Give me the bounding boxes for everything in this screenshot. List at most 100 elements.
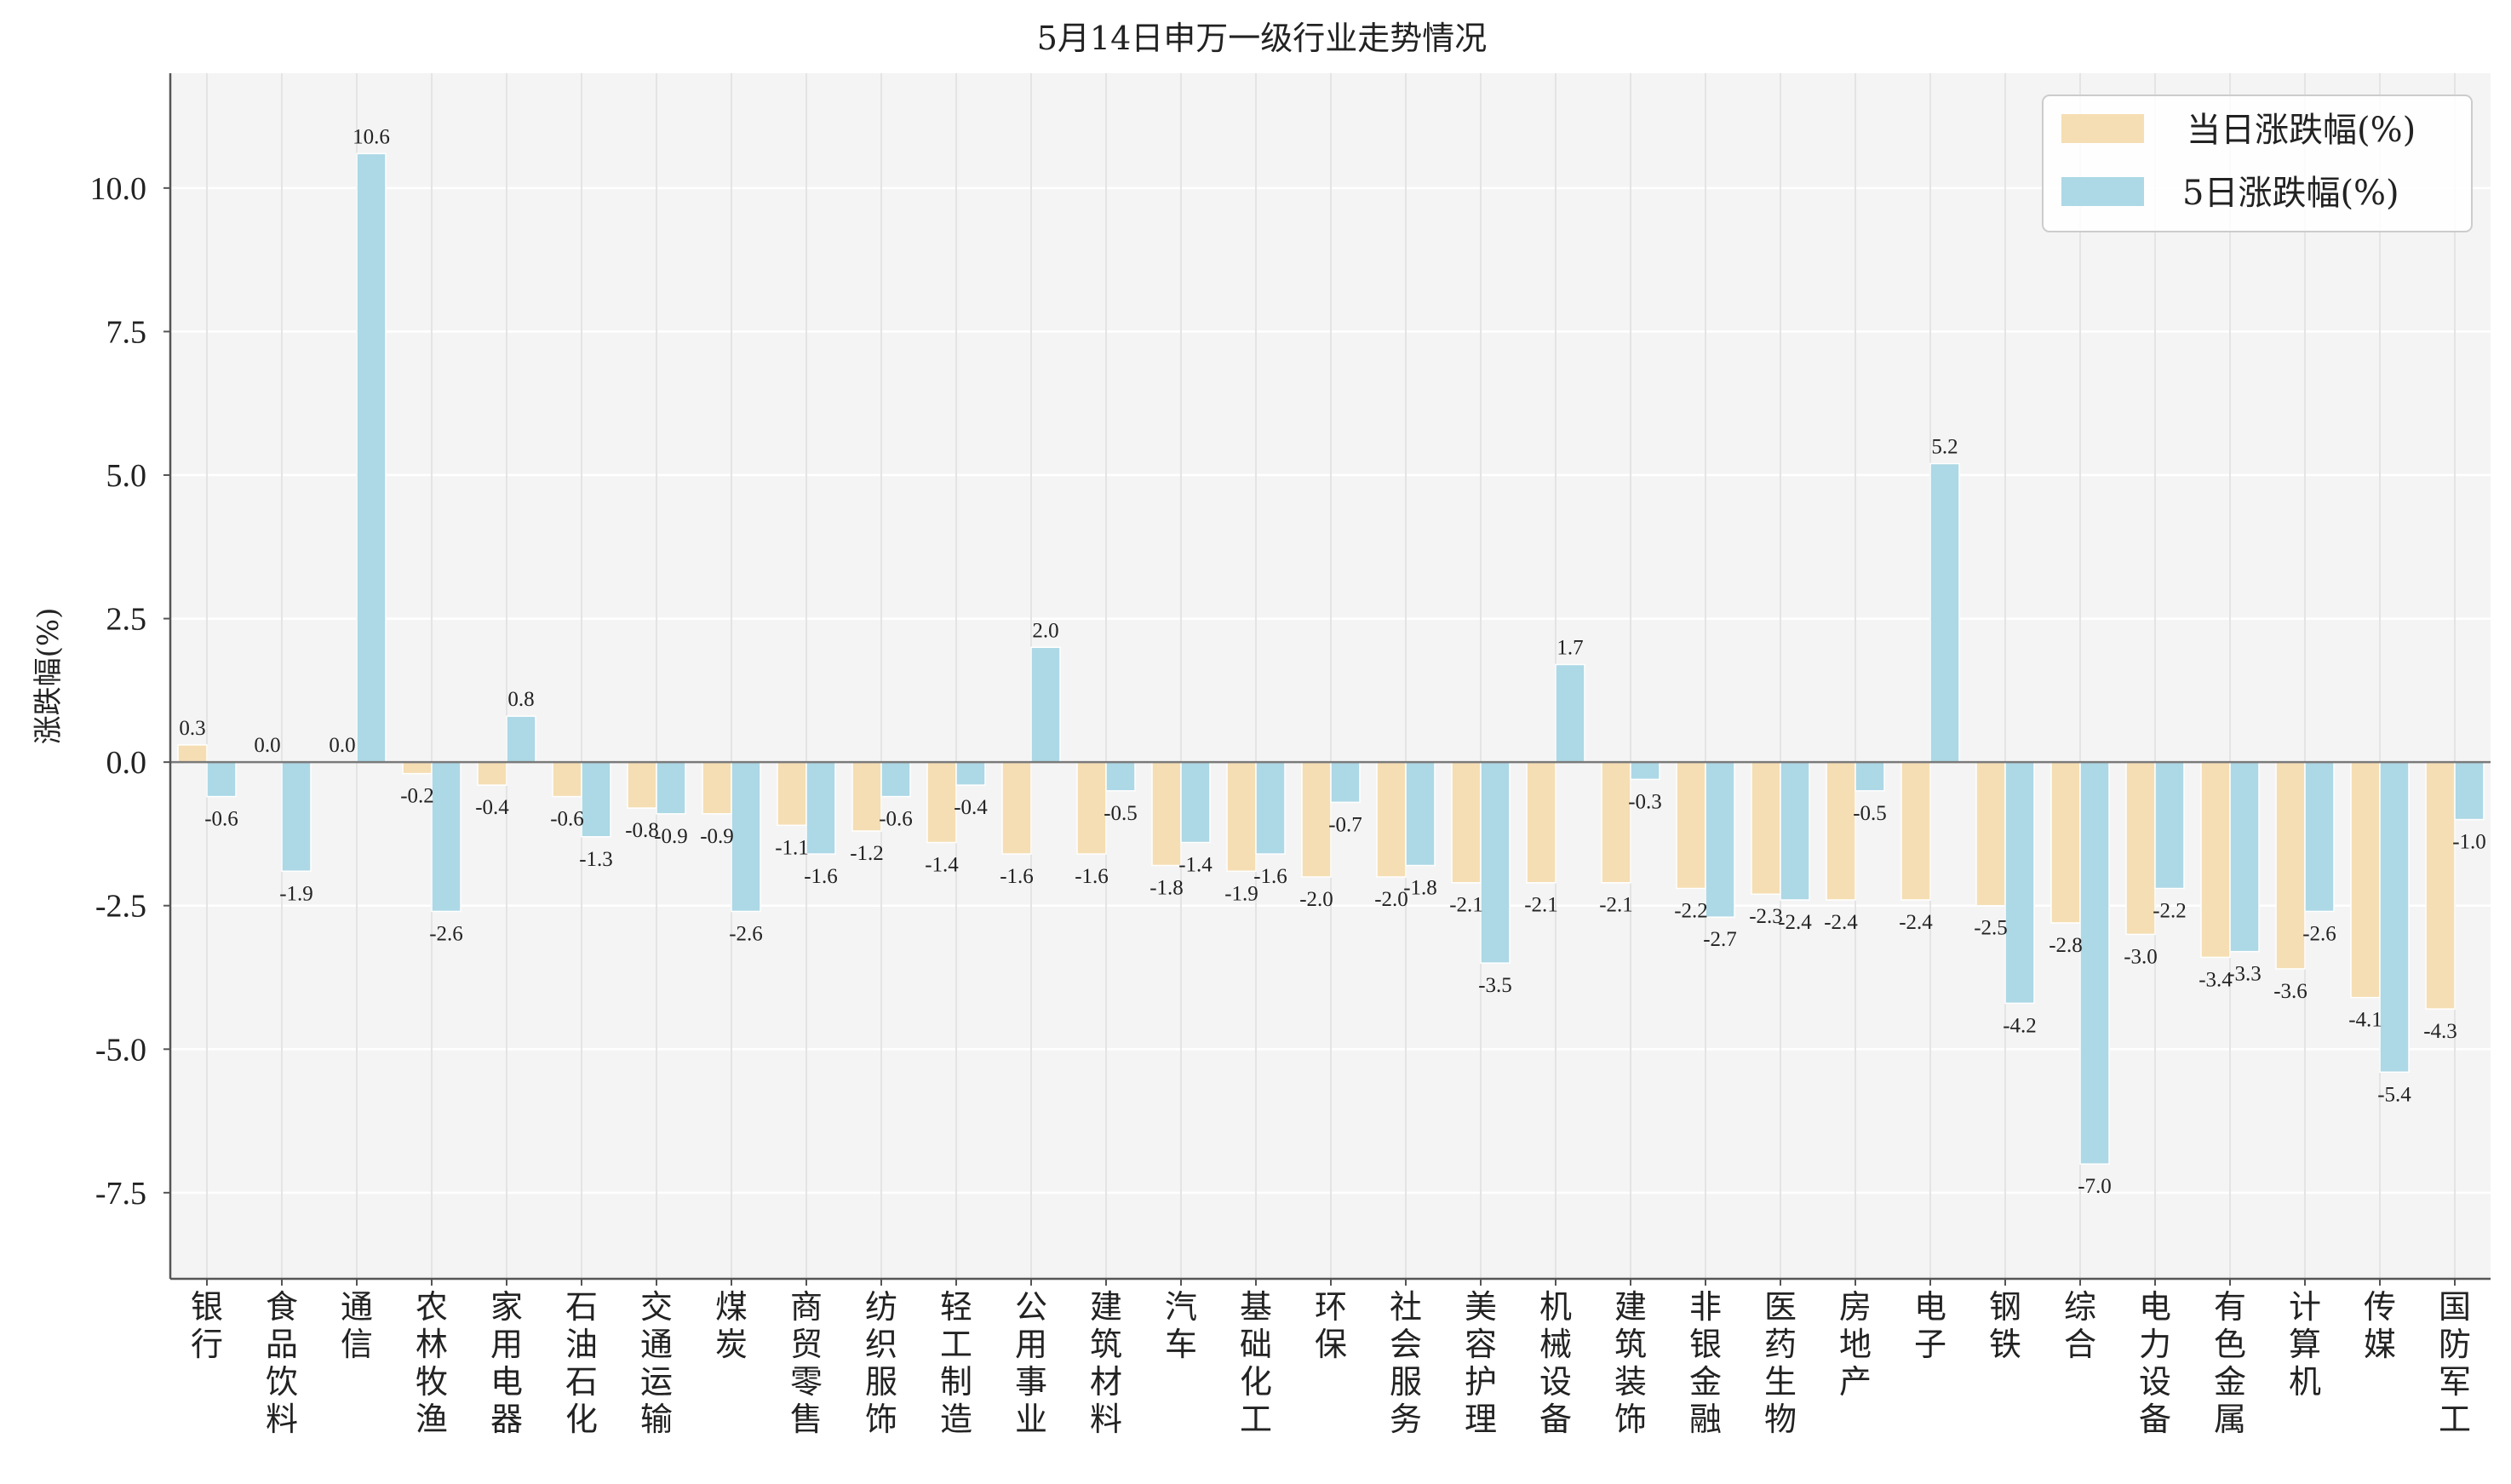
bar-5day bbox=[2304, 761, 2335, 913]
value-label-daily: -3.6 bbox=[2273, 980, 2307, 1003]
value-label-daily: -3.4 bbox=[2199, 968, 2233, 991]
x-axis-category-labels: 银行 食品饮料 通信 农林牧渔 家用电器 石油石化 交通运输 煤炭 商贸零售 纺织服饰 轻工制造 公用… bbox=[191, 1279, 2471, 1438]
y-tick-label: -7.5 bbox=[95, 1176, 146, 1212]
bar-5day bbox=[281, 761, 312, 873]
bar-daily bbox=[1001, 761, 1032, 855]
x-tick-label: 家用电器 bbox=[490, 1288, 523, 1438]
y-tick-label: 0.0 bbox=[106, 745, 147, 781]
value-labels: 0.30.0 0.0-0.2 -0.4 -0.6 -0.8 -0.9 -1.1 -1.2 -1.… bbox=[179, 125, 2485, 1198]
x-tick-label: 食品饮料 bbox=[266, 1288, 298, 1438]
value-label-5day: -0.6 bbox=[879, 808, 913, 831]
value-label-5day: -2.6 bbox=[2302, 922, 2336, 945]
bar-daily bbox=[1376, 761, 1407, 878]
bar-5day bbox=[1330, 761, 1361, 804]
x-tick-label: 医药生物 bbox=[1764, 1288, 1797, 1438]
bar-daily bbox=[552, 761, 582, 798]
bar-5day bbox=[1555, 663, 1585, 763]
value-label-daily: -1.6 bbox=[1000, 865, 1034, 888]
x-tick-label: 汽车 bbox=[1165, 1288, 1197, 1363]
bar-5day bbox=[1630, 761, 1660, 781]
bar-5day bbox=[1480, 761, 1511, 964]
bar-daily bbox=[2425, 761, 2456, 1010]
legend-label-5day: 5日涨跌幅(%) bbox=[2182, 174, 2399, 213]
bar-5day bbox=[2379, 761, 2410, 1074]
value-label-5day: -1.8 bbox=[1403, 877, 1437, 900]
value-label-5day: -2.6 bbox=[729, 922, 763, 945]
value-label-daily: -1.8 bbox=[1149, 877, 1184, 900]
bar-daily bbox=[477, 761, 507, 786]
bar-5day bbox=[731, 761, 761, 913]
x-tick-label: 煤炭 bbox=[715, 1288, 748, 1363]
value-label-daily: -0.9 bbox=[700, 825, 734, 848]
grid-lines bbox=[170, 73, 2491, 1279]
x-tick-label: 环保 bbox=[1315, 1288, 1347, 1363]
value-label-5day: -2.4 bbox=[1778, 911, 1812, 934]
bar-daily bbox=[851, 761, 882, 832]
bar-5day bbox=[1105, 761, 1136, 792]
value-label-daily: -2.2 bbox=[1674, 899, 1708, 922]
x-tick-label: 国防军工 bbox=[2439, 1288, 2471, 1438]
bar-daily bbox=[2200, 761, 2231, 959]
value-label-5day: 1.7 bbox=[1556, 637, 1583, 660]
value-label-daily: -2.1 bbox=[1449, 894, 1483, 917]
value-label-daily: -0.2 bbox=[400, 785, 434, 808]
bar-daily bbox=[1751, 761, 1781, 895]
value-label-5day: -0.6 bbox=[204, 808, 238, 831]
bar-5day bbox=[1855, 761, 1885, 792]
value-label-5day: 10.6 bbox=[353, 125, 390, 148]
x-tick-label: 建筑材料 bbox=[1090, 1288, 1122, 1438]
value-label-daily: -0.4 bbox=[475, 796, 509, 819]
bar-daily bbox=[402, 761, 433, 775]
x-tick-label: 建筑装饰 bbox=[1614, 1288, 1647, 1438]
value-label-5day: -1.0 bbox=[2452, 831, 2486, 854]
x-tick-label: 轻工制造 bbox=[940, 1288, 972, 1438]
bar-5day bbox=[1780, 761, 1810, 901]
bar-5day bbox=[1180, 761, 1211, 844]
x-tick-label: 纺织服饰 bbox=[865, 1288, 897, 1438]
x-tick-label: 机械设备 bbox=[1539, 1288, 1572, 1438]
value-label-5day: -0.5 bbox=[1104, 802, 1138, 825]
value-label-daily: -2.1 bbox=[1524, 894, 1558, 917]
bar-5day bbox=[2229, 761, 2260, 953]
value-label-5day: -0.4 bbox=[954, 796, 988, 819]
bar-5day bbox=[356, 152, 387, 763]
x-tick-label: 通信 bbox=[341, 1288, 373, 1363]
y-axis-label: 涨跌幅(%) bbox=[32, 608, 66, 745]
bar-5day bbox=[1705, 761, 1735, 918]
y-tick-label: 10.0 bbox=[90, 171, 147, 207]
y-tick-label: -2.5 bbox=[95, 889, 146, 925]
bars bbox=[177, 152, 2485, 1165]
chart-title: 5月14日申万一级行业走势情况 bbox=[1037, 20, 1488, 57]
bar-daily bbox=[702, 761, 732, 815]
bar-5day bbox=[1405, 761, 1436, 867]
value-label-daily: -2.4 bbox=[1824, 911, 1858, 934]
y-tick-label: 5.0 bbox=[106, 458, 147, 494]
legend-box bbox=[2042, 95, 2473, 232]
x-tick-label: 农林牧渔 bbox=[416, 1288, 448, 1438]
value-label-daily: -2.5 bbox=[1974, 917, 2008, 940]
x-tick-label: 钢铁 bbox=[1989, 1288, 2021, 1363]
value-label-daily: 0.3 bbox=[179, 717, 205, 740]
value-label-daily: 0.0 bbox=[254, 734, 280, 757]
value-label-daily: 0.0 bbox=[329, 734, 355, 757]
value-label-5day: -2.7 bbox=[1703, 928, 1737, 951]
value-label-5day: 5.2 bbox=[1931, 436, 1958, 459]
value-label-daily: -4.1 bbox=[2348, 1009, 2382, 1032]
value-label-5day: -0.9 bbox=[654, 825, 688, 848]
bar-daily bbox=[1526, 761, 1556, 884]
bar-5day bbox=[206, 761, 237, 798]
x-tick-label: 传媒 bbox=[2364, 1288, 2396, 1363]
bar-5day bbox=[1255, 761, 1286, 855]
bar-5day bbox=[2079, 761, 2110, 1165]
y-axis-ticks: 10.0 7.5 5.0 2.5 0.0 -2.5 -5.0 -7.5 bbox=[90, 171, 170, 1212]
legend-swatch-daily bbox=[2061, 114, 2144, 143]
bar-daily bbox=[1226, 761, 1257, 873]
bar-5day bbox=[506, 715, 536, 763]
legend: 当日涨跌幅(%) 5日涨跌幅(%) bbox=[2042, 95, 2473, 232]
x-tick-label: 基础化工 bbox=[1240, 1288, 1272, 1438]
value-label-daily: -4.3 bbox=[2423, 1020, 2457, 1043]
value-label-daily: -1.1 bbox=[775, 836, 809, 859]
value-label-5day: -1.4 bbox=[1178, 854, 1213, 877]
bar-5day bbox=[2004, 761, 2035, 1005]
bar-5day bbox=[431, 761, 461, 913]
